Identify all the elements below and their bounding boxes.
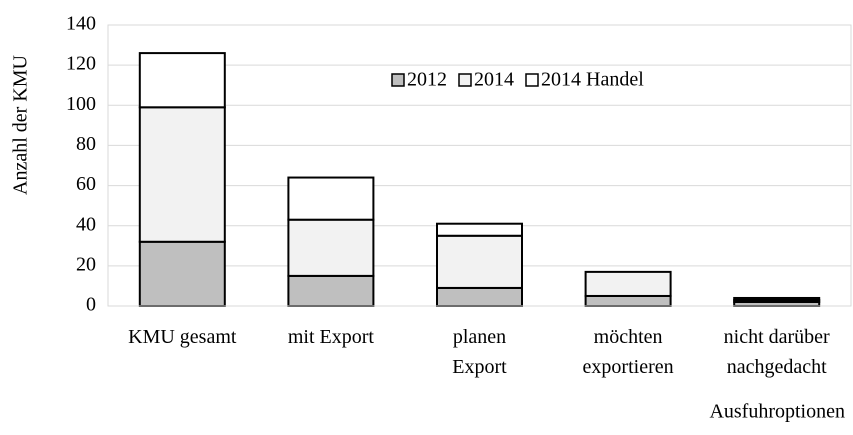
x-tick-label: planen Export [452, 326, 507, 378]
y-tick-label: 120 [66, 53, 96, 75]
legend-swatch [458, 73, 472, 87]
bar-segment [436, 286, 523, 307]
bar-segment [733, 296, 821, 301]
legend-label: 2014 [474, 69, 514, 91]
legend-label: 2012 [407, 69, 447, 91]
bar-segment [287, 176, 375, 221]
legend-swatch [391, 73, 405, 87]
x-tick-label: möchten exportieren [583, 326, 674, 378]
y-axis-label: Anzahl der KMU [10, 54, 32, 195]
bar-segment [138, 106, 226, 243]
bar-segment [584, 270, 672, 297]
y-tick-label: 20 [76, 253, 96, 275]
y-tick-label: 40 [76, 213, 96, 235]
bar-segment [138, 240, 226, 307]
bar-segment [436, 222, 523, 237]
y-tick-label: 60 [76, 173, 96, 195]
bar-segment [584, 294, 672, 308]
legend-swatch [525, 73, 539, 87]
y-tick-label: 0 [86, 294, 96, 316]
x-tick-label: mit Export [288, 326, 375, 348]
x-axis-label: Ausfuhroptionen [709, 401, 845, 423]
y-tick-label: 100 [66, 93, 96, 115]
bar-segment [138, 52, 226, 109]
bar-segment [287, 274, 375, 307]
bar-segment [287, 218, 375, 277]
y-tick-label: 140 [66, 13, 96, 35]
bar-segment [436, 234, 523, 289]
x-tick-label: KMU gesamt [128, 326, 237, 348]
legend-label: 2014 Handel [541, 69, 644, 91]
x-tick-label: nicht darüber nachgedacht [724, 326, 830, 378]
y-tick-label: 80 [76, 133, 96, 155]
